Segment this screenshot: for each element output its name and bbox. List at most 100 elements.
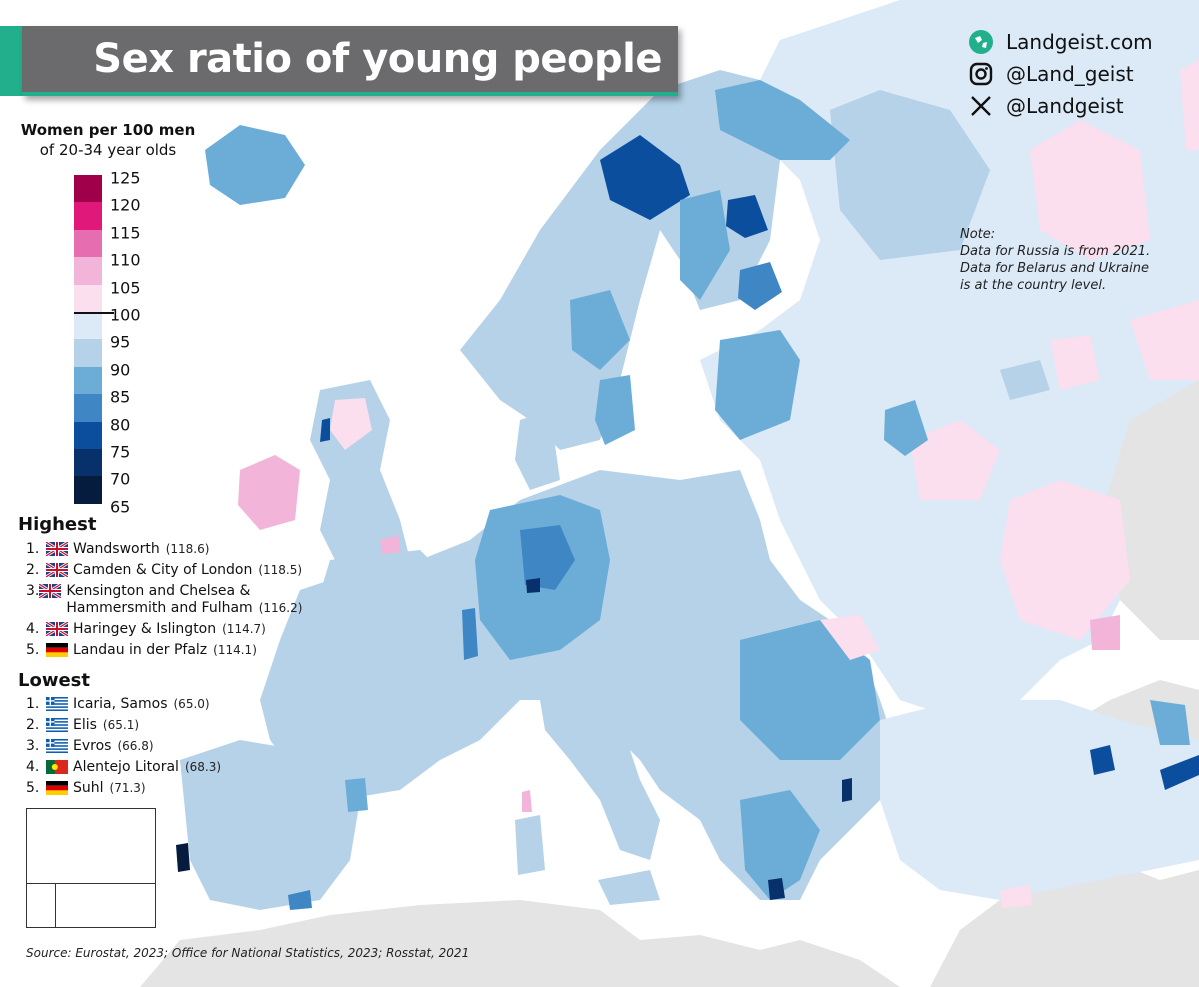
portugal-flag-icon [46,760,68,774]
legend-swatch [74,284,102,312]
x-logo-icon [968,93,994,119]
legend-tick-label: 90 [110,360,131,380]
rank-region-value: (114.1) [213,643,257,657]
legend-tick-label: 125 [110,168,141,188]
highest-list-item: 2. Camden & City of London (118.5) [26,561,326,579]
highest-list-item: 1. Wandsworth (118.6) [26,540,326,558]
highest-list-item: 5. Landau in der Pfalz (114.1) [26,642,326,659]
highest-list: 1. Wandsworth (118.6) 2. Camden & City of Lo… [26,540,326,663]
rank-number: 2. [26,717,40,733]
rank-region-name: Icaria, Samos [73,696,168,712]
rank-region: Suhl (71.3) [73,780,146,797]
brand-x-row[interactable]: @Landgeist [968,90,1193,122]
title-underline [22,92,678,96]
rank-region-name: Suhl [73,780,104,796]
lowest-list-item: 5. Suhl (71.3) [26,780,326,797]
lowest-list-item: 2. Elis (65.1) [26,717,326,734]
rank-number: 1. [26,696,40,712]
rank-region-value: (118.5) [258,563,303,577]
brand-x: @Landgeist [1006,94,1124,118]
legend-swatch [74,366,102,395]
legend-tick-label: 65 [110,497,131,517]
rank-region-value: (68.3) [184,760,222,774]
legend-swatch [74,202,102,230]
rank-region-value: (114.7) [222,622,266,636]
note-line: is at the country level. [960,278,1107,293]
legend-title-line2: of 20-34 year olds [39,141,177,159]
legend-tick-label: 100 [110,305,141,325]
legend-tick-label: 70 [110,469,131,489]
uk-flag-icon [45,620,69,638]
rank-number: 3. [26,738,40,754]
rank-region-name: Evros [73,738,112,754]
rank-region: Elis (65.1) [73,717,139,734]
legend-swatch [74,175,102,203]
note-line: Data for Russia is from 2021. [960,244,1151,259]
rank-region-value: (65.1) [102,718,140,732]
source-note: Source: Eurostat, 2023; Office for Natio… [26,946,470,960]
globe-icon [968,29,994,55]
rank-region-name: Kensington and Chelsea & Hammersmith and… [66,583,253,616]
germany-flag-icon [46,781,68,795]
note-heading: Note: [960,227,996,242]
rank-region-name: Camden & City of London [73,562,253,578]
legend-swatch [74,339,102,367]
rank-region-name: Wandsworth [73,541,160,557]
legend-color-scale [74,175,102,504]
map-note: Note: Data for Russia is from 2021. Data… [960,226,1190,294]
legend-tick-label: 95 [110,332,131,352]
germany-flag-icon [46,643,68,657]
rank-region-value: (118.6) [165,542,210,556]
inset-map-box [26,808,156,928]
greece-flag-icon [46,697,68,711]
brand-block: Landgeist.com @Land_geist @Landgeist [968,26,1193,122]
rank-region-value: (71.3) [109,781,146,795]
rank-number: 1. [26,541,40,557]
legend-swatch [74,394,102,422]
highest-list-item: 3. Kensington and Chelsea & Hammersmith a… [26,582,326,617]
legend-100-divider [74,312,114,314]
legend-swatch [74,421,102,449]
legend-tick-label: 110 [110,250,141,270]
title-banner: Sex ratio of young people [22,26,678,96]
rank-region-value: (66.8) [117,739,154,753]
rank-region-name: Landau in der Pfalz [73,642,208,658]
eastern-europe-region [700,0,1199,720]
rank-region: Icaria, Samos (65.0) [73,696,210,713]
rank-region: Alentejo Litoral (68.3) [73,759,221,776]
legend-title: Women per 100 men of 20-34 year olds [8,120,208,160]
rank-region: Evros (66.8) [73,738,154,755]
uk-flag-icon [45,561,69,579]
legend-swatch [74,476,102,504]
map-title: Sex ratio of young people [93,36,662,82]
legend-tick-label: 105 [110,278,141,298]
greece-flag-icon [46,739,68,753]
lowest-list: 1. Icaria, Samos (65.0) 2. Elis (65.1) 3. Evros… [26,696,326,801]
legend-swatch [74,448,102,477]
rank-region: Kensington and Chelsea & Hammersmith and… [66,583,326,617]
rank-number: 3. [26,583,40,599]
highest-list-item: 4. Haringey & Islington (114.7) [26,620,326,638]
rank-region: Haringey & Islington (114.7) [73,621,266,638]
legend-swatch [74,257,102,285]
rank-number: 5. [26,642,40,658]
lowest-list-item: 3. Evros (66.8) [26,738,326,755]
brand-instagram-row[interactable]: @Land_geist [968,58,1193,90]
rank-region-name: Elis [73,717,97,733]
rank-region: Camden & City of London (118.5) [73,562,302,579]
brand-website-row[interactable]: Landgeist.com [968,26,1193,58]
note-line: Data for Belarus and Ukraine [960,261,1149,276]
rank-number: 5. [26,780,40,796]
rank-region-value: (116.2) [258,601,303,615]
uk-flag-icon [38,582,63,600]
rank-number: 4. [26,759,40,775]
inset-divider-vertical [55,883,56,927]
legend-tick-label: 85 [110,387,131,407]
lowest-heading: Lowest [18,670,90,691]
legend-swatch [74,229,102,258]
lowest-list-item: 4. Alentejo Litoral (68.3) [26,759,326,776]
rank-region-name: Haringey & Islington [73,621,217,637]
continental-europe-region [176,470,1199,910]
legend-tick-label: 75 [110,442,131,462]
